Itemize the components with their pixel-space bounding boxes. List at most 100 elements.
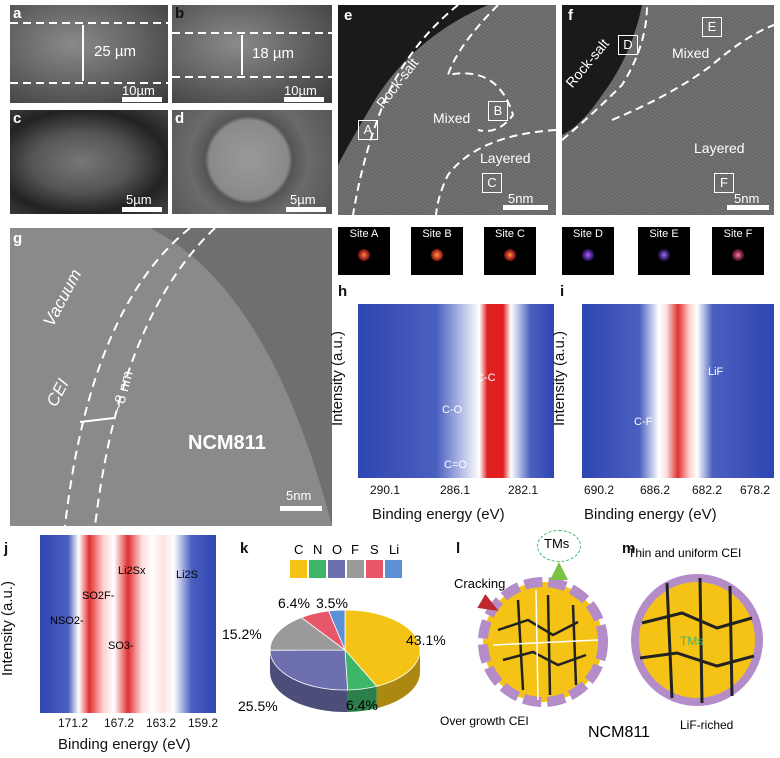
legend-swatch-n — [309, 560, 326, 578]
panel-c-scale: 5µm — [126, 192, 152, 207]
legend-label-o: O — [332, 542, 343, 557]
panel-l-overgrowth: Over growth CEI — [440, 714, 529, 728]
pie-wall-n — [347, 686, 377, 712]
panel-h-map: C-C C-O C=O — [358, 304, 554, 478]
pie-wall-c — [376, 650, 420, 709]
panel-j-tick-3: 159.2 — [188, 716, 219, 730]
panel-g-label: g — [13, 230, 23, 247]
fft-site-d: Site D — [562, 227, 614, 275]
site-c-box: C — [482, 173, 502, 193]
pie-slice-c — [344, 609, 421, 687]
site-e-box: E — [702, 17, 722, 37]
panel-h-tick-1: 286.1 — [440, 483, 471, 497]
legend-label-f: F — [351, 542, 359, 557]
panel-l-cracking: Cracking — [454, 576, 506, 591]
panel-h-xlabel: Binding energy (eV) — [372, 506, 505, 523]
panel-k-pct-li: 3.5% — [316, 595, 348, 611]
panel-f-scale: 5nm — [734, 191, 760, 206]
site-d-box: D — [618, 35, 638, 55]
panel-h-tick-2: 282.1 — [508, 483, 539, 497]
legend-label-n: N — [313, 542, 323, 557]
site-b-box: B — [488, 101, 508, 121]
panel-j-tick-2: 163.2 — [146, 716, 177, 730]
panel-i-tick-1: 686.2 — [640, 483, 671, 497]
panel-f-label: f — [568, 7, 573, 24]
panel-d-scale: 5µm — [290, 192, 316, 207]
panel-j-peak-so2f: SO2F- — [82, 590, 115, 602]
pie-wall-o — [270, 650, 348, 712]
legend-swatch-s — [366, 560, 383, 578]
panel-j-peak-so3: SO3- — [108, 640, 134, 652]
panel-m-tms: TMs — [680, 634, 704, 648]
panel-l-particle-diagram — [478, 577, 608, 707]
site-f-box: F — [714, 173, 734, 193]
panel-g-scale: 5nm — [286, 488, 312, 503]
panel-l-tms: TMs — [544, 536, 570, 551]
up-arrow-icon — [550, 562, 568, 580]
panel-i-tick-0: 690.2 — [584, 483, 615, 497]
panel-f-layered: Layered — [694, 140, 745, 156]
panel-k-pct-s: 6.4% — [278, 595, 310, 611]
legend-swatch-li — [385, 560, 402, 578]
panel-m-thin: Thin and uniform CEI — [628, 546, 742, 560]
panel-i-ylabel: Intensity (a.u.) — [551, 330, 569, 427]
panel-i-peak-cf: C-F — [634, 416, 653, 428]
panel-i-tick-2: 682.2 — [692, 483, 723, 497]
fft-site-f: Site F — [712, 227, 764, 275]
panel-b-sem: b 18 µm 10µm — [172, 5, 332, 103]
panel-h-peak-co: C-O — [442, 404, 463, 416]
panel-h-peak-cc: C-C — [476, 372, 496, 384]
panel-f-tem: f Rock-salt Mixed Layered D E F 5nm — [562, 5, 774, 215]
panel-k-pct-n: 6.4% — [346, 697, 378, 713]
legend-swatch-f — [347, 560, 364, 578]
panel-i-tick-3: 678.2 — [740, 483, 771, 497]
panel-k-pct-o: 25.5% — [238, 698, 278, 714]
panel-i-map: LiF C-F — [582, 304, 774, 478]
legend-label-s: S — [370, 542, 379, 557]
panel-h-label: h — [338, 283, 348, 300]
panel-k-pie-chart — [269, 609, 421, 712]
pie-slice-o — [269, 649, 349, 691]
panel-m-label: m — [622, 540, 636, 557]
fft-site-e: Site E — [638, 227, 690, 275]
panel-e-tem: e Rock-salt Mixed Layered A B C 5nm — [338, 5, 556, 215]
panel-j-tick-0: 171.2 — [58, 716, 89, 730]
site-a-box: A — [358, 120, 378, 140]
panel-j-map: Li2Sx Li2S SO2F- NSO2- SO3- — [40, 535, 216, 713]
panel-e-layered: Layered — [480, 150, 531, 166]
panel-i-label: i — [560, 283, 565, 300]
panel-d-label: d — [175, 110, 185, 127]
panel-b-thickness: 18 µm — [252, 45, 294, 62]
panel-i-xlabel: Binding energy (eV) — [584, 506, 717, 523]
legend-label-c: C — [294, 542, 304, 557]
pie-slice-li — [328, 609, 346, 651]
panel-m-lif: LiF-riched — [680, 718, 734, 732]
fft-site-c: Site C — [484, 227, 536, 275]
panel-k-pct-f: 15.2% — [222, 626, 262, 642]
panel-g-material: NCM811 — [188, 432, 266, 454]
fft-site-a: Site A — [338, 227, 390, 275]
panel-e-mixed: Mixed — [433, 110, 471, 126]
panel-a-label: a — [13, 5, 22, 22]
panel-i-peak-lif: LiF — [708, 366, 724, 378]
panel-k-legend: C N O F S Li — [290, 542, 410, 582]
panel-k-pct-c: 43.1% — [406, 632, 446, 648]
panel-a-sem: a 25 µm 10µm — [10, 5, 168, 103]
tms-circle — [537, 530, 581, 562]
panel-g-tem: g Vacuum CEI ~8 nm NCM811 5nm — [10, 228, 332, 526]
panel-e-label: e — [344, 7, 353, 24]
panel-h-peak-ceo: C=O — [444, 459, 467, 471]
panel-j-peak-li2sx: Li2Sx — [118, 565, 146, 577]
panel-j-tick-1: 167.2 — [104, 716, 135, 730]
panel-j-label: j — [4, 540, 9, 557]
panel-b-label: b — [175, 5, 185, 22]
panel-l-material: NCM811 — [588, 724, 650, 741]
legend-swatch-o — [328, 560, 345, 578]
panel-e-scale: 5nm — [508, 191, 534, 206]
panel-h-tick-0: 290.1 — [370, 483, 401, 497]
panel-d-sem: d 5µm — [172, 110, 332, 214]
legend-label-li: Li — [389, 542, 400, 557]
panel-j-peak-nso2: NSO2- — [50, 615, 84, 627]
panel-f-mixed: Mixed — [672, 45, 710, 61]
panel-c-label: c — [13, 110, 22, 127]
